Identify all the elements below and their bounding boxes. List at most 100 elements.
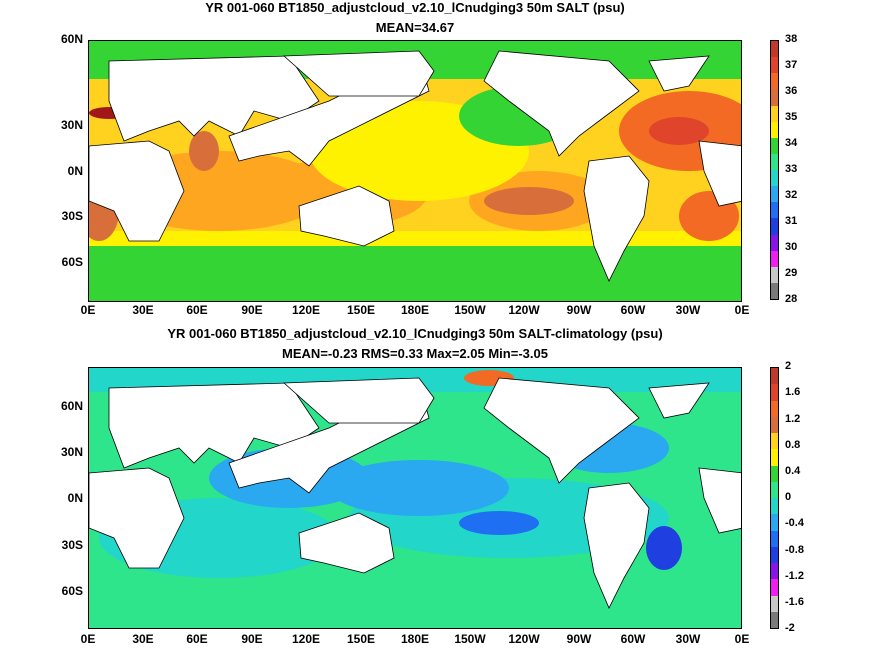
panel1-salinity-map: [88, 40, 742, 302]
colorbar-swatch: [771, 368, 778, 385]
colorbar-swatch: [771, 563, 778, 580]
panel1-colorbar-label: 38: [785, 33, 798, 45]
panel2-colorbar-label: 0: [785, 491, 792, 503]
panel1-colorbar-label: 32: [785, 189, 798, 201]
panel1-xtick: 60W: [620, 303, 646, 317]
colorbar-swatch: [771, 579, 778, 596]
panel2-colorbar-label: 1.6: [785, 386, 801, 398]
colorbar-swatch: [771, 41, 778, 58]
panel1-colorbar-label: 29: [785, 267, 798, 279]
panel2-colorbar-label: 0.8: [785, 439, 801, 451]
colorbar-swatch: [771, 611, 778, 628]
panel2-colorbar-label: -2: [785, 622, 795, 634]
colorbar-swatch: [771, 384, 778, 401]
panel2-xtick: 180E: [400, 632, 430, 646]
panel1-xtick: 90W: [566, 303, 592, 317]
panel1-xtick: 0E: [734, 303, 750, 317]
colorbar-swatch: [771, 202, 778, 219]
panel2-title-line2: MEAN=-0.23 RMS=0.33 Max=2.05 Min=-3.05: [282, 346, 548, 361]
panel2-ytick: 30N: [60, 445, 83, 459]
colorbar-swatch: [771, 57, 778, 74]
panel1-xtick: 90E: [241, 303, 263, 317]
colorbar-swatch: [771, 218, 778, 235]
colorbar-swatch: [771, 514, 778, 531]
panel1-ytick: 60S: [61, 255, 83, 269]
colorbar-swatch: [771, 186, 778, 203]
panel1-colorbar-label: 36: [785, 85, 798, 97]
panel2-xtick: 30W: [675, 632, 701, 646]
panel2-ytick: 60N: [60, 399, 83, 413]
panel2-colorbar-label: 1.2: [785, 413, 801, 425]
colorbar-swatch: [771, 498, 778, 515]
panel2-ytick: 0N: [67, 491, 83, 505]
panel2-colorbar-label: -0.8: [785, 544, 804, 556]
panel1-xtick: 30E: [132, 303, 154, 317]
colorbar-swatch: [771, 105, 778, 122]
panel2-xtick: 150W: [454, 632, 486, 646]
panel1-xtick: 150E: [346, 303, 376, 317]
panel2-colorbar-label: 0.4: [785, 465, 801, 477]
colorbar-swatch: [771, 595, 778, 612]
panel2-ytick: 60S: [61, 584, 83, 598]
panel1-ytick: 0N: [67, 164, 83, 178]
colorbar-swatch: [771, 170, 778, 187]
colorbar-swatch: [771, 153, 778, 170]
panel1-colorbar-label: 30: [785, 241, 798, 253]
panel1-ytick: 30N: [60, 118, 83, 132]
panel2-xtick: 30E: [132, 632, 154, 646]
colorbar-swatch: [771, 282, 778, 299]
panel1-xtick: 0E: [80, 303, 96, 317]
panel1-xtick: 180E: [400, 303, 430, 317]
panel2-anomaly-map: [88, 367, 742, 629]
panel2-colorbar: [770, 367, 779, 629]
colorbar-swatch: [771, 121, 778, 138]
panel1-xtick: 120W: [508, 303, 540, 317]
panel2-xtick: 60E: [186, 632, 208, 646]
panel1-ytick: 30S: [61, 209, 83, 223]
panel2-colorbar-label: -0.4: [785, 517, 804, 529]
panel1-xtick: 30W: [675, 303, 701, 317]
panel2-xtick: 0E: [80, 632, 96, 646]
panel1-colorbar: [770, 40, 779, 300]
panel1-xtick: 60E: [186, 303, 208, 317]
colorbar-swatch: [771, 416, 778, 433]
panel1-title-line1: YR 001-060 BT1850_adjustcloud_v2.10_lCnu…: [205, 0, 625, 15]
panel2-xtick: 90E: [241, 632, 263, 646]
panel1-colorbar-label: 28: [785, 293, 798, 305]
panel1-xtick: 150W: [454, 303, 486, 317]
panel1-title-line2: MEAN=34.67: [375, 20, 455, 35]
panel2-xtick: 90W: [566, 632, 592, 646]
panel1-colorbar-label: 37: [785, 59, 798, 71]
panel2-ytick: 30S: [61, 538, 83, 552]
panel1-colorbar-label: 34: [785, 137, 798, 149]
colorbar-swatch: [771, 89, 778, 106]
panel1-colorbar-label: 33: [785, 163, 798, 175]
colorbar-swatch: [771, 266, 778, 283]
panel2-xtick: 150E: [346, 632, 376, 646]
panel2-xtick: 120E: [291, 632, 321, 646]
colorbar-swatch: [771, 433, 778, 450]
panel2-xtick: 120W: [508, 632, 540, 646]
panel2-xtick: 0E: [734, 632, 750, 646]
colorbar-swatch: [771, 137, 778, 154]
panel1-colorbar-label: 31: [785, 215, 798, 227]
colorbar-swatch: [771, 449, 778, 466]
panel2-colorbar-label: 2: [785, 360, 792, 372]
panel1-map-svg: [89, 41, 741, 301]
colorbar-swatch: [771, 530, 778, 547]
panel1-xtick: 120E: [291, 303, 321, 317]
colorbar-swatch: [771, 546, 778, 563]
panel2-title-line1: YR 001-060 BT1850_adjustcloud_v2.10_lCnu…: [167, 326, 663, 341]
colorbar-swatch: [771, 250, 778, 267]
colorbar-swatch: [771, 73, 778, 90]
panel2-colorbar-label: -1.2: [785, 570, 804, 582]
colorbar-swatch: [771, 481, 778, 498]
panel2-colorbar-label: -1.6: [785, 596, 804, 608]
colorbar-swatch: [771, 234, 778, 251]
panel1-colorbar-label: 35: [785, 111, 798, 123]
panel2-map-svg: [89, 368, 741, 628]
colorbar-swatch: [771, 400, 778, 417]
panel2-xtick: 60W: [620, 632, 646, 646]
colorbar-swatch: [771, 465, 778, 482]
panel1-ytick: 60N: [60, 32, 83, 46]
